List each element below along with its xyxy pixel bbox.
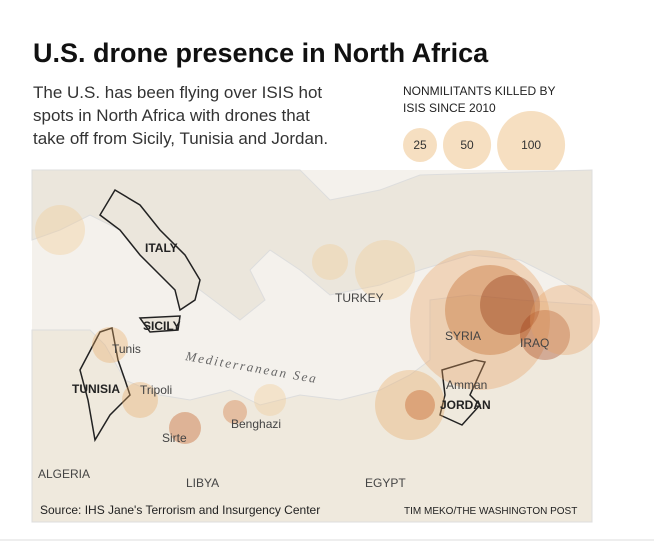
legend-title: NONMILITANTS KILLED BY [403, 84, 555, 98]
map-label: Benghazi [231, 417, 281, 431]
map-label: Tripoli [140, 383, 172, 397]
sicily-outline [138, 315, 181, 333]
map-label: TUNISIA [72, 382, 120, 396]
subtitle: The U.S. has been flying over ISIS hot [33, 83, 322, 102]
jordan-outline [439, 359, 487, 426]
map-label: Sirte [162, 431, 187, 445]
map-label: ITALY [145, 241, 178, 255]
tunisia-outline [79, 327, 131, 443]
source: Source: IHS Jane's Terrorism and Insurge… [40, 503, 320, 517]
subtitle: spots in North Africa with drones that [33, 106, 310, 125]
credit: TIM MEKO/THE WASHINGTON POST [404, 506, 577, 517]
title: U.S. drone presence in North Africa [33, 38, 489, 68]
italy-outline [99, 188, 201, 312]
legend-label: 100 [521, 138, 541, 152]
map-label: LIBYA [186, 476, 219, 490]
legend-label: 50 [460, 138, 474, 152]
land-south [31, 294, 593, 523]
legend-bubble [443, 120, 492, 170]
map-label: IRAQ [520, 336, 549, 350]
map-label: JORDAN [440, 398, 491, 412]
map-label: SICILY [143, 319, 181, 333]
incident-bubbles [35, 205, 600, 444]
map-label: SYRIA [445, 329, 481, 343]
legend: 25 50 100 [403, 111, 566, 179]
map-label: Amman [446, 378, 487, 392]
legend-title: ISIS SINCE 2010 [403, 101, 496, 115]
legend-bubble [497, 111, 566, 179]
subtitle: take off from Sicily, Tunisia and Jordan… [33, 129, 328, 148]
legend-label: 25 [413, 138, 427, 152]
map-label: Tunis [112, 342, 141, 356]
map-label: TURKEY [335, 291, 384, 305]
legend-bubble [403, 128, 437, 162]
map-label: ALGERIA [38, 467, 90, 481]
map: ITALY SICILY Tunis TUNISIA Tripoli Medit… [31, 169, 600, 523]
map-label: EGYPT [365, 476, 406, 490]
